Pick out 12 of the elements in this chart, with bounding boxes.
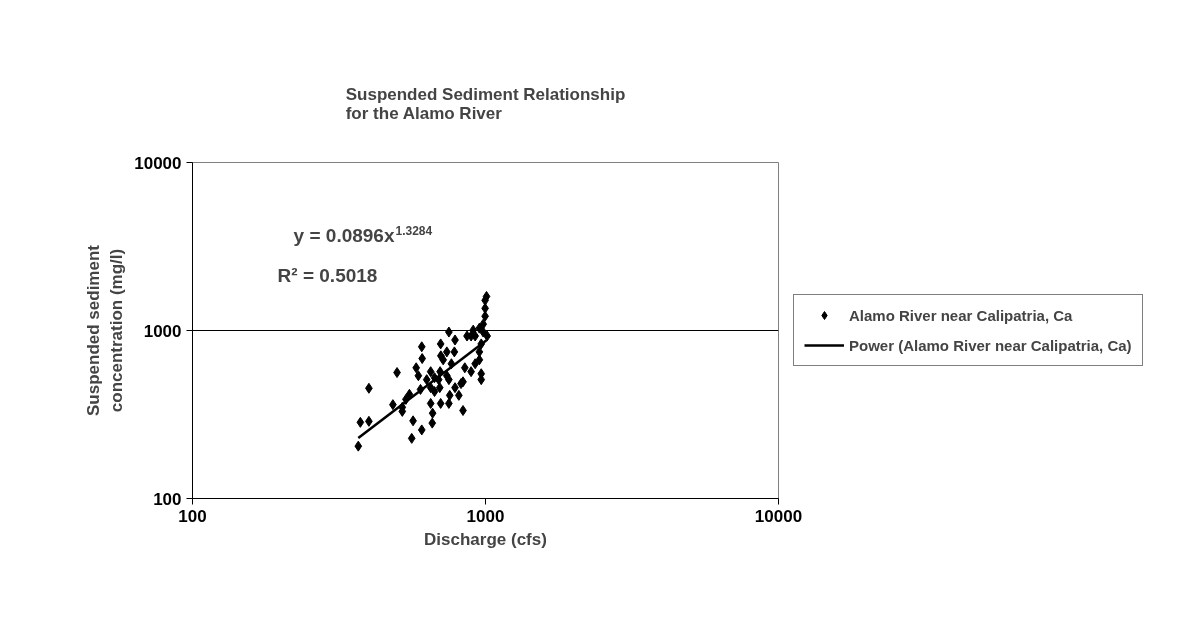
legend-label: Alamo River near Calipatria, Ca [849, 306, 1073, 324]
x-tick-label: 10000 [754, 506, 803, 526]
legend-label: Power (Alamo River near Calipatria, Ca) [849, 336, 1132, 354]
x-tick-label: 1000 [466, 506, 505, 526]
y-tick-label: 1000 [143, 321, 182, 341]
y-axis-title: Suspended sediment concentration (mg/l) [84, 244, 127, 416]
y-tick-label: 100 [153, 489, 182, 509]
x-axis-title: Discharge (cfs) [424, 529, 547, 549]
annotation: R² = 0.5018 [277, 264, 378, 286]
y-tick-label: 10000 [134, 153, 182, 173]
x-tick-label: 100 [178, 506, 207, 526]
chart-title: Suspended Sediment Relationship for the Alamo River [345, 84, 626, 123]
